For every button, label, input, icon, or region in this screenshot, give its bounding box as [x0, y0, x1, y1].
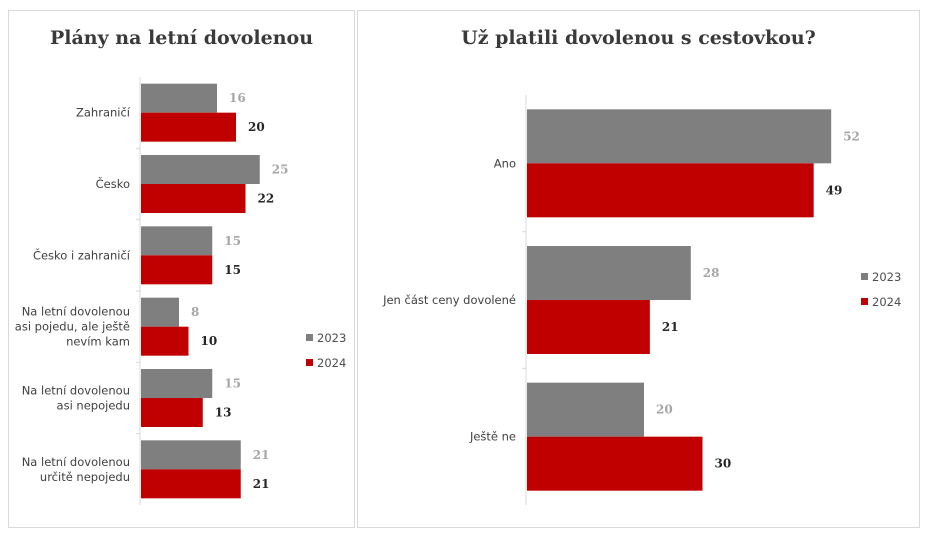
data-label-2024: 21 — [253, 477, 270, 491]
category-label-line: asi pojedu, ale ještě — [15, 320, 130, 334]
category-label-line: Česko — [96, 176, 130, 191]
bar-2024 — [141, 184, 246, 213]
legend-label-2023: 2023 — [317, 330, 347, 345]
bar-2024 — [527, 163, 814, 218]
bar-2023 — [527, 382, 644, 437]
category-label-line: Na letní dovolenou — [22, 384, 130, 398]
category-label-line: Ano — [494, 156, 516, 170]
data-label-2024: 49 — [826, 183, 843, 197]
bar-2023 — [141, 83, 217, 113]
legend-item-2023: 2023 — [861, 269, 901, 284]
bar-2024 — [527, 436, 703, 491]
data-label-2024: 10 — [201, 334, 218, 348]
data-label-2024: 21 — [662, 320, 679, 334]
category-label-line: Česko i zahraničí — [33, 247, 131, 262]
bar-2023 — [141, 369, 213, 398]
category-label-line: nevím kam — [66, 335, 130, 349]
data-label-2023: 21 — [253, 448, 270, 462]
category-label: Ano — [494, 156, 516, 170]
category-label: Ještě ne — [469, 430, 516, 444]
category-label-line: Na letní dovolenou — [22, 305, 130, 319]
legend: 2023 2024 — [861, 269, 901, 319]
data-label-2023: 25 — [272, 163, 289, 177]
legend-swatch-2024 — [861, 298, 868, 305]
legend-item-2024: 2024 — [861, 294, 901, 309]
chart-title: Už platili dovolenou s cestovkou? — [461, 27, 816, 49]
bar-2024 — [141, 469, 241, 499]
bar-2023 — [141, 226, 213, 256]
bar-2024 — [141, 255, 213, 285]
category-label: Jen část ceny dovolené — [382, 293, 516, 307]
chart-panel-plany: Plány na letní dovolenou 16 20 Zahraničí 25… — [8, 10, 355, 528]
bar-2023 — [141, 155, 260, 184]
category-label-line: určitě nepojedu — [40, 470, 130, 484]
category-label: Na letní dovolenou určitě nepojedu — [22, 455, 130, 484]
data-label-2023: 16 — [229, 91, 246, 105]
data-label-2024: 15 — [224, 263, 241, 277]
bar-2024 — [141, 326, 189, 356]
legend-label-2024: 2024 — [317, 355, 347, 370]
chart-title: Plány na letní dovolenou — [49, 27, 314, 49]
legend-label-2024: 2024 — [872, 294, 902, 309]
legend-swatch-2023 — [306, 334, 313, 341]
legend-item-2024: 2024 — [306, 355, 346, 370]
chart-panel-cestovka: Už platili dovolenou s cestovkou? 52 49 An… — [357, 10, 920, 528]
category-label-line: Ještě ne — [469, 430, 516, 444]
data-label-2023: 15 — [224, 234, 241, 248]
bar-2024 — [141, 112, 236, 142]
bar-chart-plany: 16 20 Zahraničí 25 22 Česko 15 15 Česko i zahran… — [15, 77, 289, 505]
legend: 2023 2024 — [306, 330, 346, 380]
legend-item-2023: 2023 — [306, 330, 346, 345]
data-label-2023: 15 — [224, 377, 241, 391]
data-label-2024: 30 — [715, 457, 732, 471]
legend-swatch-2024 — [306, 359, 313, 366]
legend-swatch-2023 — [861, 273, 868, 280]
data-label-2024: 22 — [258, 192, 275, 206]
category-label: Česko i zahraničí — [33, 247, 131, 262]
data-label-2023: 52 — [843, 129, 860, 143]
data-label-2023: 8 — [191, 305, 199, 319]
data-label-2023: 28 — [703, 266, 720, 280]
data-label-2023: 20 — [656, 403, 673, 417]
bar-2023 — [141, 297, 179, 327]
data-label-2024: 20 — [248, 120, 265, 134]
data-label-2024: 13 — [215, 406, 232, 420]
bar-chart-cestovka: 52 49 Ano 28 21 Jen část ceny dovolené 20 30 Ješ… — [382, 95, 860, 505]
bar-2023 — [527, 246, 691, 300]
bar-2023 — [527, 109, 832, 164]
category-label: Na letní dovolenou asi nepojedu — [22, 384, 130, 413]
bar-2023 — [141, 440, 241, 470]
bar-2024 — [527, 300, 650, 354]
category-label: Česko — [96, 176, 130, 191]
category-label: Na letní dovolenou asi pojedu, ale ještě n… — [15, 305, 130, 349]
category-label: Zahraničí — [76, 106, 131, 120]
bar-2024 — [141, 398, 203, 427]
category-label-line: Zahraničí — [76, 106, 131, 120]
category-label-line: Na letní dovolenou — [22, 455, 130, 469]
category-label-line: asi nepojedu — [57, 399, 130, 413]
legend-label-2023: 2023 — [872, 269, 902, 284]
category-label-line: Jen část ceny dovolené — [382, 293, 516, 307]
